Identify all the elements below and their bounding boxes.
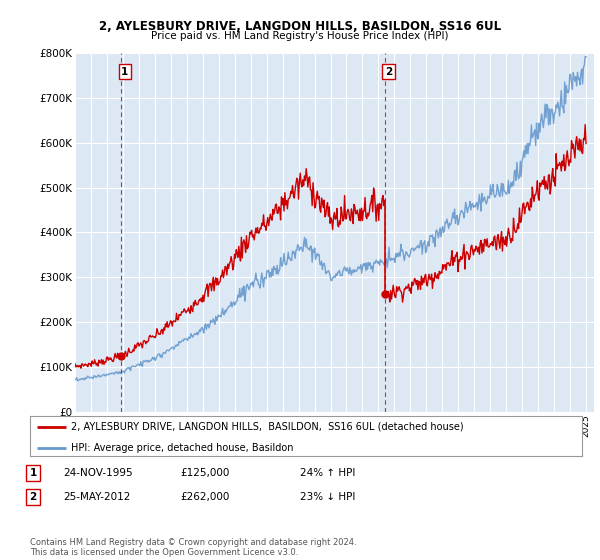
Text: HPI: Average price, detached house, Basildon: HPI: Average price, detached house, Basi… xyxy=(71,442,294,452)
Text: 2, AYLESBURY DRIVE, LANGDON HILLS, BASILDON, SS16 6UL: 2, AYLESBURY DRIVE, LANGDON HILLS, BASIL… xyxy=(99,20,501,32)
Text: £262,000: £262,000 xyxy=(180,492,229,502)
Text: Price paid vs. HM Land Registry's House Price Index (HPI): Price paid vs. HM Land Registry's House … xyxy=(151,31,449,41)
Text: 24-NOV-1995: 24-NOV-1995 xyxy=(63,468,133,478)
Text: 2: 2 xyxy=(385,67,392,77)
Text: Contains HM Land Registry data © Crown copyright and database right 2024.
This d: Contains HM Land Registry data © Crown c… xyxy=(30,538,356,557)
Text: 2: 2 xyxy=(29,492,37,502)
Text: 25-MAY-2012: 25-MAY-2012 xyxy=(63,492,130,502)
Text: 24% ↑ HPI: 24% ↑ HPI xyxy=(300,468,355,478)
Text: 23% ↓ HPI: 23% ↓ HPI xyxy=(300,492,355,502)
Text: 1: 1 xyxy=(29,468,37,478)
Text: 2, AYLESBURY DRIVE, LANGDON HILLS,  BASILDON,  SS16 6UL (detached house): 2, AYLESBURY DRIVE, LANGDON HILLS, BASIL… xyxy=(71,422,464,432)
Text: £125,000: £125,000 xyxy=(180,468,229,478)
Text: 1: 1 xyxy=(121,67,128,77)
